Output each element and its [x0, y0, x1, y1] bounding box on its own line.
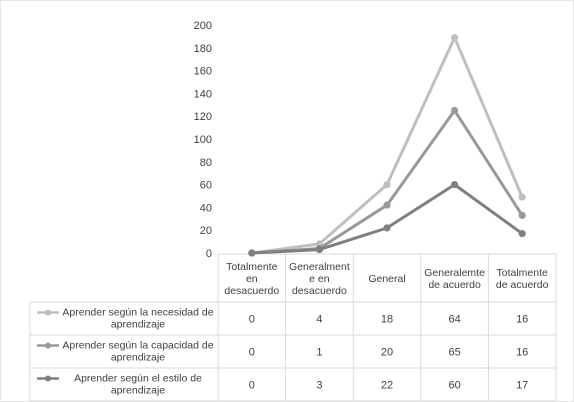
data-point [518, 193, 526, 201]
series-name: Aprender según el estilo de [74, 373, 202, 385]
data-point [451, 33, 459, 42]
table-value: 60 [448, 380, 460, 392]
data-point [518, 230, 526, 238]
category-label: desacuerdo [224, 285, 279, 297]
y-tick-label: 80 [200, 157, 212, 169]
y-tick-label: 180 [194, 43, 212, 55]
table-value: 0 [249, 314, 255, 326]
series-name: Aprender según la necesidad de [62, 307, 213, 319]
y-tick-label: 40 [200, 202, 212, 214]
data-point [383, 224, 391, 232]
category-label: Generalemte [424, 267, 485, 279]
y-tick-label: 0 [206, 248, 212, 260]
data-point [383, 181, 391, 189]
y-tick-label: 60 [200, 180, 212, 192]
category-label: e en [309, 273, 330, 285]
table-value: 4 [316, 314, 322, 326]
category-label: General [368, 273, 405, 285]
table-value: 16 [516, 347, 528, 359]
table-value: 0 [249, 380, 255, 392]
table-value: 16 [516, 314, 528, 326]
series-name: aprendizaje [111, 385, 165, 397]
series-line-3 [251, 183, 524, 255]
category-label: desacuerdo [292, 285, 347, 297]
table-value: 3 [316, 380, 322, 392]
table-value: 64 [448, 314, 460, 326]
category-label: de acuerdo [496, 279, 549, 291]
table-value: 18 [381, 314, 393, 326]
data-point [383, 201, 391, 209]
data-point [315, 245, 323, 254]
y-tick-label: 200 [194, 20, 212, 32]
table-value: 65 [448, 347, 460, 359]
category-label: Generalment [289, 261, 350, 273]
table-value: 22 [381, 380, 393, 392]
table-value: 0 [249, 347, 255, 359]
category-label: Totalmente [497, 267, 549, 279]
table-value: 17 [516, 380, 528, 392]
y-tick-label: 20 [200, 225, 212, 237]
category-label: Totalmente [226, 261, 278, 273]
y-tick-label: 140 [194, 88, 212, 100]
category-label: de acuerdo [428, 279, 481, 291]
legend-key-marker [45, 342, 51, 349]
y-tick-label: 100 [194, 134, 212, 146]
data-point [451, 106, 459, 115]
category-label: en [246, 273, 258, 285]
legend-key-marker [45, 375, 51, 382]
data-point [451, 181, 459, 189]
table-value: 1 [316, 347, 322, 359]
y-tick-label: 120 [194, 111, 212, 123]
series-name: aprendizaje [111, 319, 165, 331]
data-point [518, 211, 526, 219]
series-name: aprendizaje [111, 352, 165, 364]
data-point [248, 249, 256, 257]
y-tick-label: 160 [194, 66, 212, 78]
series-line-1 [251, 36, 524, 255]
table-value: 20 [381, 347, 393, 359]
legend-key-marker [45, 309, 51, 316]
series-name: Aprender según la capacidad de [62, 340, 213, 352]
